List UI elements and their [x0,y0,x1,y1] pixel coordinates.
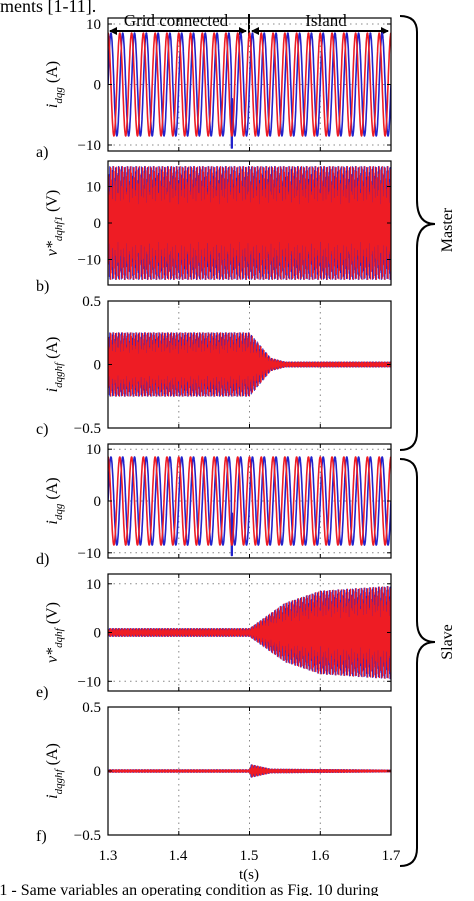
x-tick-label: 1.7 [382,848,401,864]
y-axis-label: idqg (A) [44,61,65,108]
y-tick-label: −10 [78,546,101,562]
grid-connected-label: Grid connected [124,11,229,30]
y-axis-label-unit: (V) [44,190,61,216]
y-axis-label-symbol: i [44,520,61,524]
y-axis-label-subscript: dqg [53,503,65,520]
y-tick-label: 0 [94,78,102,94]
y-tick-label: 10 [86,577,101,593]
x-tick-label: 1.4 [169,848,188,864]
y-axis-label-subscript: dqghf [53,767,65,794]
plot-area [108,165,391,281]
series-line [108,32,391,137]
y-axis-label: idqghf (A) [44,743,65,799]
series-line [108,456,391,557]
master-brace [399,15,436,451]
y-axis-label-symbol: i [44,104,61,108]
panel: 10 0 −10 a) idqg (A) [36,17,392,161]
panel-label: b) [36,278,49,295]
slave-label: Slave [439,624,456,660]
y-axis-label: v*dqhf1 (V) [44,190,65,256]
y-tick-label: 0 [94,764,102,780]
x-tick-label: 1.3 [99,848,118,864]
y-axis-label-subscript: dqghf [53,361,65,388]
series-line [108,32,391,149]
y-axis-label: idqghf (A) [44,337,65,393]
y-tick-label: 10 [86,442,101,458]
y-tick-label: 10 [86,180,101,196]
series-line [108,585,391,680]
y-tick-label: 0.5 [82,700,101,716]
y-axis-label: idqg (A) [44,477,65,524]
series-line [108,332,391,397]
y-tick-label: 0 [94,358,102,374]
y-axis-label-unit: (A) [44,477,61,503]
y-tick-label: −10 [78,674,101,690]
x-tick-label: 1.5 [240,848,259,864]
y-axis-label-unit: (A) [44,743,61,769]
panel: 0.5 0 −0.5 f) idqghf (A) [36,700,392,845]
y-tick-label: 10 [86,17,101,33]
series-line [108,764,391,778]
y-axis-label-subscript: dqg [53,87,65,104]
panels: 100−10a)idqg (A)100−10b)v*dqhf1 (V)0.50−… [36,17,392,845]
island-label: Island [305,11,347,30]
y-tick-label: 0 [94,216,102,232]
plot-area [108,32,391,149]
panel-label: a) [36,144,48,161]
plot-area [108,585,391,680]
panel: 10 0 −10 d) idqg (A) [36,442,392,568]
top-text: ements [1-11]. [0,0,96,16]
panel-label: f) [36,828,47,845]
y-axis-label-unit: (V) [44,602,61,628]
panel-label: d) [36,551,49,568]
series-line [108,456,391,546]
y-axis-label: v*dqhf (V) [44,602,65,663]
panel: 10 0 −10 b) v*dqhf1 (V) [36,160,392,295]
panel: 0.5 0 −0.5 c) idqghf (A) [36,294,392,438]
y-axis-label-unit: (A) [44,337,61,363]
y-axis-label-symbol: i [44,794,61,798]
y-tick-label: −10 [78,253,101,269]
y-tick-label: 0 [94,626,102,642]
panel-label: c) [36,421,48,438]
y-tick-label: −10 [78,138,101,154]
figure-caption: 11 - Same variables an operating conditi… [0,882,378,896]
y-axis-label-symbol: v* [44,241,61,256]
y-axis-label-subscript: dqhf1 [53,216,65,241]
master-label: Master [439,207,456,252]
y-axis-label-subscript: dqhf [53,626,65,648]
x-tick-label: 1.6 [311,848,330,864]
y-tick-label: −0.5 [74,828,101,844]
x-axis-label: t(s) [239,867,259,883]
slave-brace [399,458,436,867]
y-axis-label-symbol: v* [44,648,61,663]
y-tick-label: 0.5 [82,294,101,310]
plot-area [108,764,391,778]
y-axis-label-unit: (A) [44,61,61,87]
panel: 10 0 −10 e) v*dqhf (V) [36,573,392,701]
x-tick-labels: 1.3 1.4 1.5 1.6 1.7 [99,848,401,864]
plot-area [108,332,391,397]
y-tick-label: −0.5 [74,421,101,437]
plot-area [108,456,391,557]
panel-label: e) [36,684,48,701]
y-axis-label-symbol: i [44,388,61,392]
series-line [108,165,391,281]
y-tick-label: 0 [94,494,102,510]
